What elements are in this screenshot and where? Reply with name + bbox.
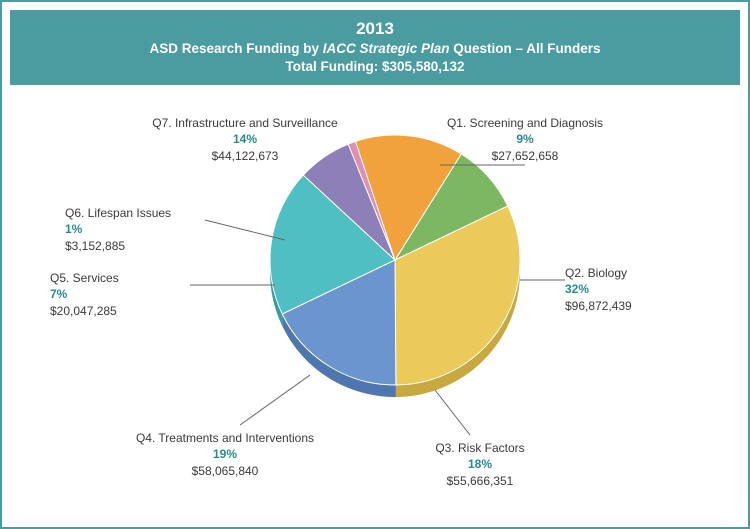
subtitle-em: IACC Strategic Plan	[323, 41, 450, 56]
label-name-q3: Q3. Risk Factors	[400, 440, 560, 456]
label-name-q4: Q4. Treatments and Interventions	[105, 430, 345, 446]
label-pct-q3: 18%	[400, 456, 560, 472]
label-q6: Q6. Lifespan Issues1%$3,152,885	[65, 205, 205, 254]
subtitle-pre: ASD Research Funding by	[149, 41, 322, 56]
label-pct-q6: 1%	[65, 221, 205, 237]
label-name-q2: Q2. Biology	[565, 265, 715, 281]
subtitle-post: Question – All Funders	[450, 41, 601, 56]
label-pct-q2: 32%	[565, 281, 715, 297]
chart-area: Q1. Screening and Diagnosis9%$27,652,658…	[10, 85, 740, 525]
header-subtitle: ASD Research Funding by IACC Strategic P…	[10, 40, 740, 58]
chart-header: 2013 ASD Research Funding by IACC Strate…	[10, 10, 740, 85]
label-pct-q1: 9%	[430, 131, 620, 147]
label-name-q1: Q1. Screening and Diagnosis	[430, 115, 620, 131]
label-amt-q4: $58,065,840	[105, 463, 345, 479]
label-q3: Q3. Risk Factors18%$55,666,351	[400, 440, 560, 489]
label-amt-q6: $3,152,885	[65, 238, 205, 254]
label-amt-q5: $20,047,285	[50, 303, 190, 319]
label-amt-q1: $27,652,658	[430, 148, 620, 164]
label-q2: Q2. Biology32%$96,872,439	[565, 265, 715, 314]
label-pct-q4: 19%	[105, 446, 345, 462]
label-name-q7: Q7. Infrastructure and Surveillance	[125, 115, 365, 131]
label-pct-q5: 7%	[50, 286, 190, 302]
label-pct-q7: 14%	[125, 131, 365, 147]
label-q1: Q1. Screening and Diagnosis9%$27,652,658	[430, 115, 620, 164]
label-q5: Q5. Services7%$20,047,285	[50, 270, 190, 319]
label-amt-q3: $55,666,351	[400, 473, 560, 489]
header-total: Total Funding: $305,580,132	[10, 58, 740, 76]
label-name-q5: Q5. Services	[50, 270, 190, 286]
label-q4: Q4. Treatments and Interventions19%$58,0…	[105, 430, 345, 479]
pie-chart	[265, 130, 525, 390]
leader-q3	[435, 390, 470, 435]
label-amt-q2: $96,872,439	[565, 298, 715, 314]
label-q7: Q7. Infrastructure and Surveillance14%$4…	[125, 115, 365, 164]
label-name-q6: Q6. Lifespan Issues	[65, 205, 205, 221]
header-year: 2013	[10, 18, 740, 40]
label-amt-q7: $44,122,673	[125, 148, 365, 164]
chart-frame: 2013 ASD Research Funding by IACC Strate…	[0, 0, 750, 529]
